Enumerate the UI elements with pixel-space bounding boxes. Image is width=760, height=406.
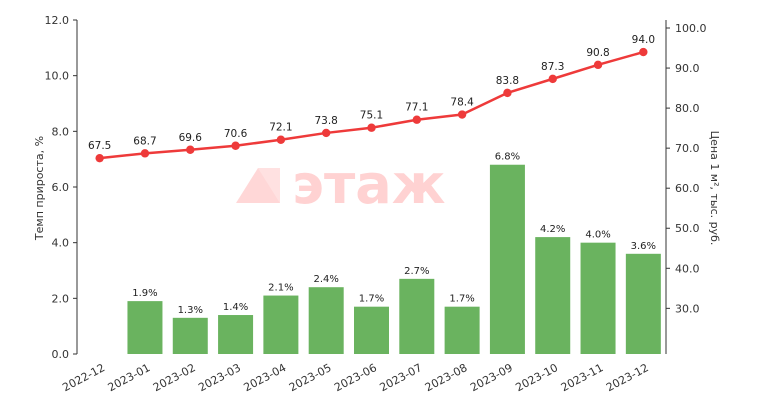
x-tick-label: 2023-07 xyxy=(378,361,425,394)
x-tick-label: 2022-12 xyxy=(60,361,107,394)
price-point xyxy=(321,128,331,138)
x-tick-label: 2023-02 xyxy=(151,361,198,394)
x-tick-label: 2023-10 xyxy=(513,361,560,394)
x-tick-label: 2023-04 xyxy=(242,361,289,394)
price-point xyxy=(95,153,104,163)
x-tick-label: 2023-03 xyxy=(196,361,243,394)
price-value-label: 83.8 xyxy=(496,75,519,87)
x-tick-label: 2023-05 xyxy=(287,361,334,394)
bar xyxy=(625,253,661,354)
bar-value-label: 1.3% xyxy=(178,305,203,316)
y-tick-label-left: 8.0 xyxy=(52,125,70,138)
price-value-label: 94.0 xyxy=(632,34,655,46)
price-value-label: 75.1 xyxy=(360,110,383,122)
bar-value-label: 2.4% xyxy=(313,274,338,285)
price-point xyxy=(367,123,376,132)
bar-value-label: 1.7% xyxy=(359,294,384,305)
price-value-label: 90.8 xyxy=(586,47,609,59)
x-tick-label: 2023-08 xyxy=(423,361,470,394)
y-tick-label-right: 70.0 xyxy=(675,142,700,155)
x-tick-label: 2023-12 xyxy=(604,361,651,394)
y-tick-label-right: 80.0 xyxy=(675,102,700,115)
y-tick-label-left: 0.0 xyxy=(52,348,70,361)
watermark: этаж xyxy=(236,153,445,216)
y-tick-label-right: 60.0 xyxy=(675,182,700,195)
y-axis-left-title: Темп прироста, % xyxy=(33,136,46,241)
bar-value-label: 4.0% xyxy=(585,230,610,241)
bar-value-label: 3.6% xyxy=(631,241,656,252)
x-tick-label: 2023-09 xyxy=(468,361,515,394)
bar-value-label: 1.4% xyxy=(223,302,248,313)
price-point xyxy=(593,60,603,70)
price-point xyxy=(231,141,240,150)
x-tick-label: 2023-11 xyxy=(559,361,606,394)
bar xyxy=(218,315,254,354)
price-point xyxy=(276,135,286,144)
price-point xyxy=(186,145,195,154)
bar xyxy=(354,306,389,354)
y-tick-label-left: 6.0 xyxy=(52,181,70,194)
price-point xyxy=(503,88,512,98)
price-value-label: 70.6 xyxy=(224,128,248,140)
bar-value-label: 2.7% xyxy=(404,266,429,277)
bar-value-label: 6.8% xyxy=(495,152,520,163)
watermark-text: этаж xyxy=(292,153,445,216)
y-tick-label-left: 4.0 xyxy=(52,237,70,250)
price-value-label: 69.6 xyxy=(179,132,203,144)
bar xyxy=(172,317,208,354)
price-value-label: 68.7 xyxy=(133,135,156,147)
price-point xyxy=(140,149,150,158)
bar xyxy=(580,242,616,354)
watermark-logo-icon xyxy=(236,168,280,203)
y-tick-label-left: 12.0 xyxy=(45,14,70,27)
bar xyxy=(489,164,525,354)
y-tick-label-left: 10.0 xyxy=(45,70,70,83)
bar xyxy=(263,295,299,354)
price-point xyxy=(548,74,557,84)
price-value-label: 67.5 xyxy=(88,140,111,152)
price-point xyxy=(457,110,467,119)
y-tick-label-right: 100.0 xyxy=(675,22,707,35)
bar xyxy=(127,301,163,354)
bar-value-label: 2.1% xyxy=(268,283,293,294)
bar xyxy=(399,278,435,354)
y-tick-label-right: 90.0 xyxy=(675,62,700,75)
x-tick-label: 2023-01 xyxy=(106,361,153,394)
y-tick-label-left: 2.0 xyxy=(52,292,70,305)
price-value-label: 77.1 xyxy=(405,102,428,114)
price-point xyxy=(412,115,422,124)
y-tick-label-right: 50.0 xyxy=(675,222,700,235)
bar xyxy=(308,287,344,354)
price-value-label: 87.3 xyxy=(541,61,564,73)
bar-value-label: 1.7% xyxy=(449,294,474,305)
price-value-label: 73.8 xyxy=(314,115,337,127)
price-point xyxy=(639,47,648,57)
bar xyxy=(535,237,571,354)
bar-value-label: 1.9% xyxy=(132,288,157,299)
price-value-label: 72.1 xyxy=(269,122,292,134)
bar-value-label: 4.2% xyxy=(540,224,565,235)
x-tick-label: 2023-06 xyxy=(332,361,379,394)
price-value-label: 78.4 xyxy=(450,97,474,109)
bar xyxy=(444,306,480,354)
y-axis-right-title: Цена 1 м², тыс. руб. xyxy=(708,131,721,246)
y-tick-label-right: 40.0 xyxy=(675,262,700,275)
y-tick-label-right: 30.0 xyxy=(675,302,700,315)
